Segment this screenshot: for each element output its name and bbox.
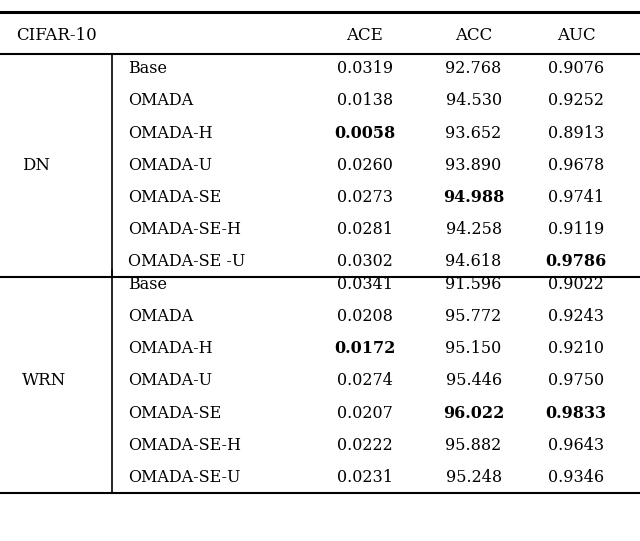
Text: OMADA-SE-H: OMADA-SE-H	[128, 221, 241, 238]
Text: 0.0172: 0.0172	[334, 340, 396, 357]
Text: 0.0302: 0.0302	[337, 253, 393, 270]
Text: 95.446: 95.446	[445, 373, 502, 390]
Text: 0.9119: 0.9119	[548, 221, 604, 238]
Text: ACE: ACE	[346, 27, 383, 44]
Text: OMADA-SE -U: OMADA-SE -U	[128, 253, 245, 270]
Text: 94.988: 94.988	[443, 189, 504, 206]
Text: 0.9210: 0.9210	[548, 340, 604, 357]
Text: 0.0231: 0.0231	[337, 469, 393, 486]
Text: 93.652: 93.652	[445, 124, 502, 142]
Text: OMADA-SE-U: OMADA-SE-U	[128, 469, 241, 486]
Text: OMADA-SE-H: OMADA-SE-H	[128, 437, 241, 454]
Text: 94.530: 94.530	[445, 93, 502, 109]
Text: OMADA-H: OMADA-H	[128, 340, 212, 357]
Text: 0.9252: 0.9252	[548, 93, 604, 109]
Text: 0.0222: 0.0222	[337, 437, 393, 454]
Text: 0.9833: 0.9833	[545, 405, 607, 421]
Text: 0.0207: 0.0207	[337, 405, 393, 421]
Text: 0.9643: 0.9643	[548, 437, 604, 454]
Text: 94.618: 94.618	[445, 253, 502, 270]
Text: 96.022: 96.022	[443, 405, 504, 421]
Text: 0.0274: 0.0274	[337, 373, 393, 390]
Text: 0.0341: 0.0341	[337, 276, 393, 293]
Text: 92.768: 92.768	[445, 60, 502, 77]
Text: 95.772: 95.772	[445, 308, 502, 325]
Text: 0.0273: 0.0273	[337, 189, 393, 206]
Text: 93.890: 93.890	[445, 157, 502, 174]
Text: 0.0058: 0.0058	[334, 124, 396, 142]
Text: OMADA-U: OMADA-U	[128, 157, 212, 174]
Text: Base: Base	[128, 276, 167, 293]
Text: 95.882: 95.882	[445, 437, 502, 454]
Text: 0.0281: 0.0281	[337, 221, 393, 238]
Text: 0.0260: 0.0260	[337, 157, 393, 174]
Text: 0.9741: 0.9741	[548, 189, 604, 206]
Text: 0.9076: 0.9076	[548, 60, 604, 77]
Text: 94.258: 94.258	[445, 221, 502, 238]
Text: Base: Base	[128, 60, 167, 77]
Text: 0.0138: 0.0138	[337, 93, 393, 109]
Text: 0.0319: 0.0319	[337, 60, 393, 77]
Text: ACC: ACC	[455, 27, 492, 44]
Text: OMADA-U: OMADA-U	[128, 373, 212, 390]
Text: 95.248: 95.248	[445, 469, 502, 486]
Text: 0.9786: 0.9786	[545, 253, 607, 270]
Text: 0.9346: 0.9346	[548, 469, 604, 486]
Text: OMADA-SE: OMADA-SE	[128, 405, 221, 421]
Text: 0.9750: 0.9750	[548, 373, 604, 390]
Text: OMADA: OMADA	[128, 93, 193, 109]
Text: 0.9243: 0.9243	[548, 308, 604, 325]
Text: 0.9022: 0.9022	[548, 276, 604, 293]
Text: DN: DN	[22, 157, 51, 174]
Text: 95.150: 95.150	[445, 340, 502, 357]
Text: AUC: AUC	[557, 27, 595, 44]
Text: CIFAR-10: CIFAR-10	[16, 27, 97, 44]
Text: 0.0208: 0.0208	[337, 308, 393, 325]
Text: 91.596: 91.596	[445, 276, 502, 293]
Text: 0.8913: 0.8913	[548, 124, 604, 142]
Text: 0.9678: 0.9678	[548, 157, 604, 174]
Text: WRN: WRN	[22, 373, 67, 390]
Text: OMADA-H: OMADA-H	[128, 124, 212, 142]
Text: OMADA-SE: OMADA-SE	[128, 189, 221, 206]
Text: OMADA: OMADA	[128, 308, 193, 325]
